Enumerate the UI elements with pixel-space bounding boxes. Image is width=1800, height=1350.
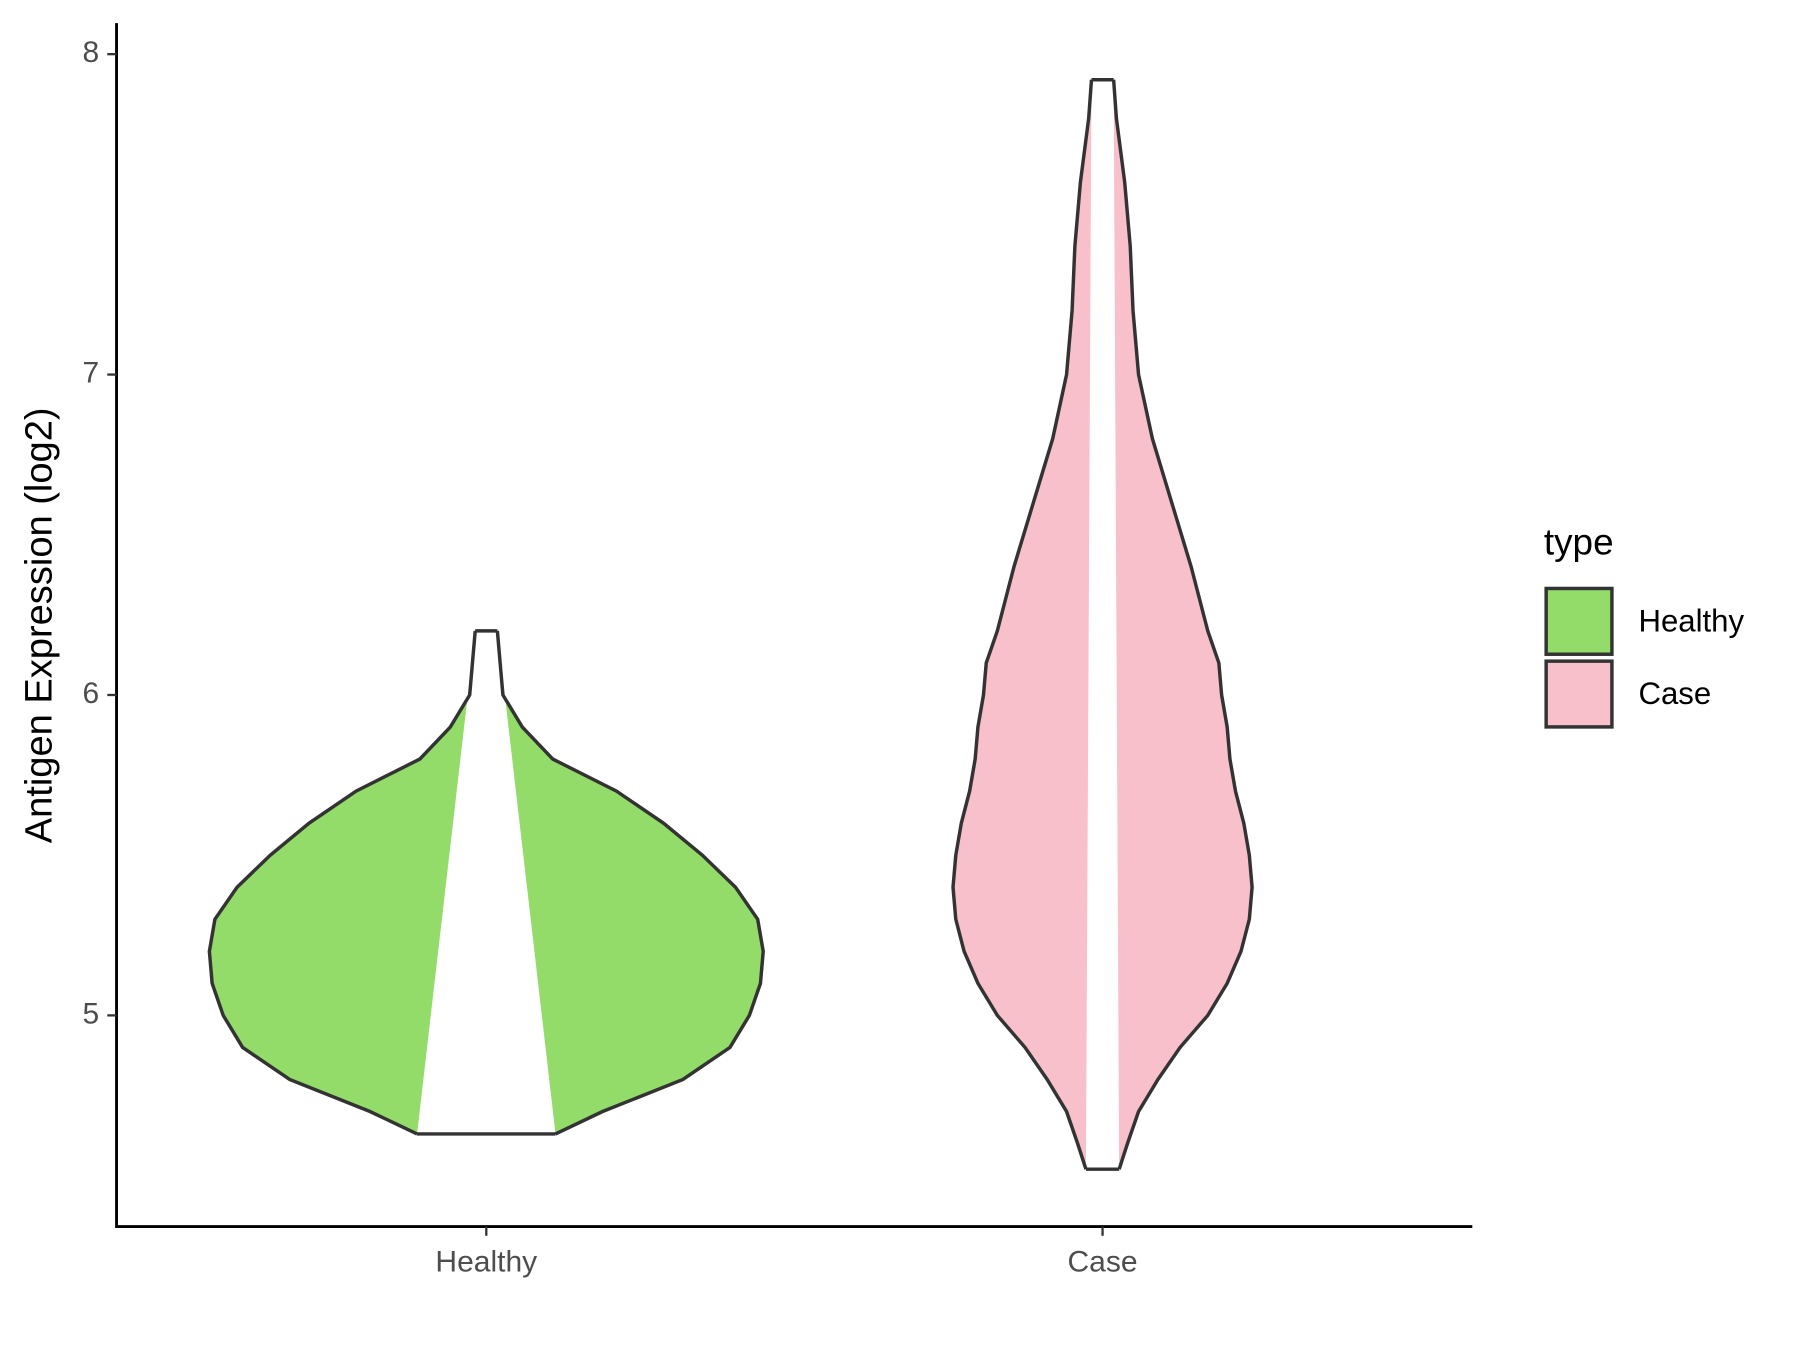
y-tick-label: 7 <box>83 356 100 389</box>
y-tick-label: 8 <box>83 36 100 69</box>
legend-title: type <box>1544 521 1614 562</box>
y-tick-label: 6 <box>83 677 100 710</box>
y-axis-label: Antigen Expression (log2) <box>19 407 61 843</box>
violin-outline <box>951 79 1094 1170</box>
x-tick-label: Case <box>1068 1245 1138 1278</box>
legend-label: Case <box>1638 676 1711 711</box>
x-tick-label: Healthy <box>435 1245 537 1278</box>
violin-outline <box>495 630 765 1136</box>
legend-label: Healthy <box>1638 603 1744 638</box>
violin-outline <box>207 630 477 1136</box>
legend-swatch <box>1544 586 1614 656</box>
violin-outline <box>1111 79 1254 1170</box>
legend-swatch <box>1544 659 1614 729</box>
y-tick-label: 5 <box>83 997 100 1030</box>
